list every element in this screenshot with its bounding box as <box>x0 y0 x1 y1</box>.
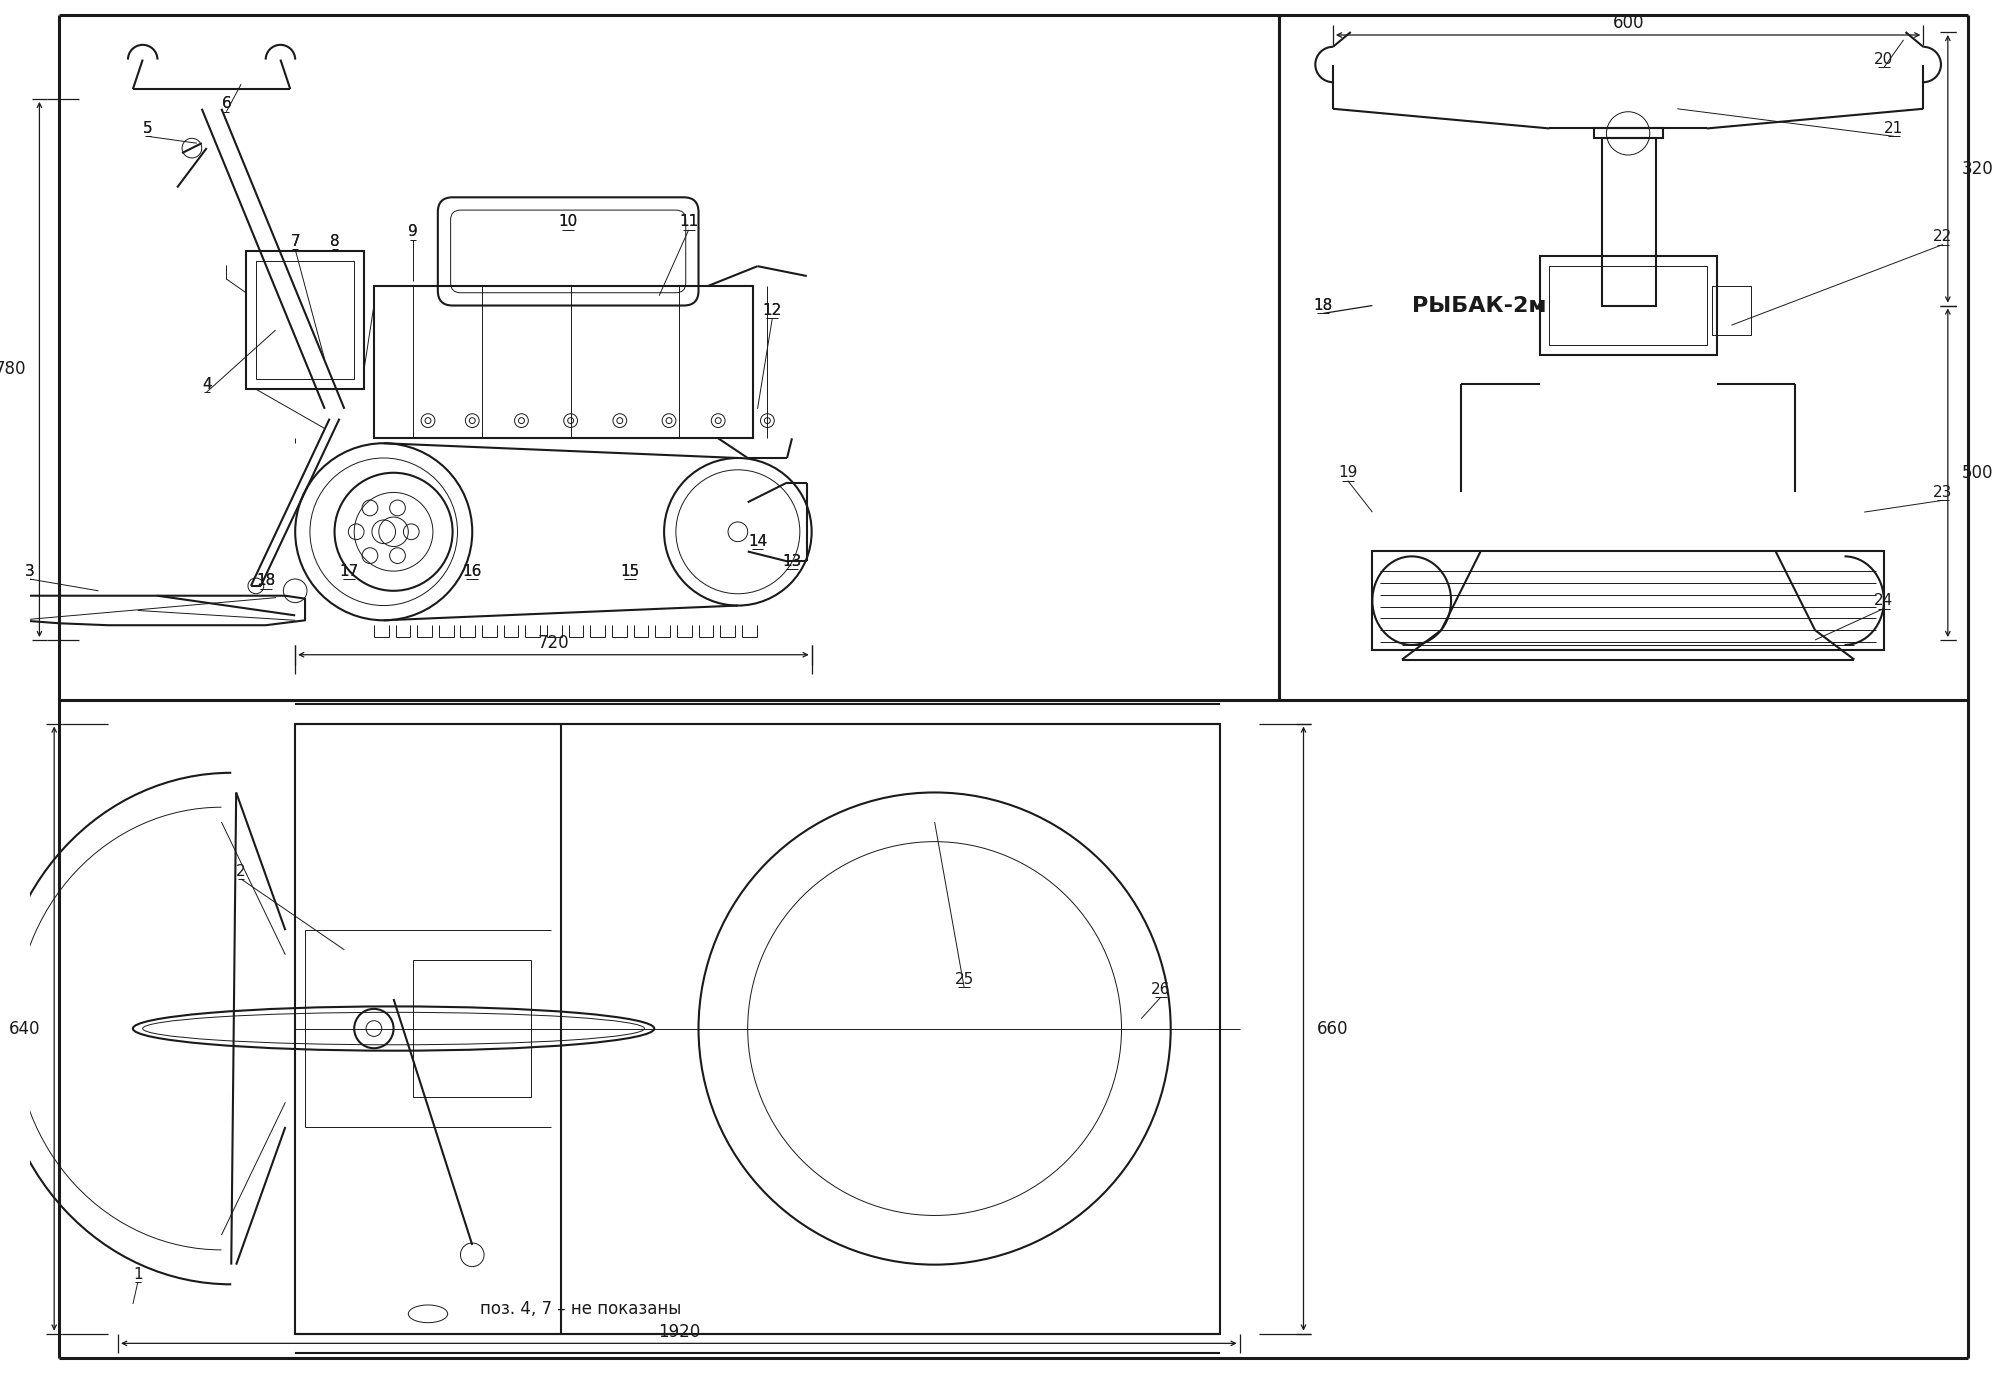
Text: 10: 10 <box>559 214 577 229</box>
Text: 11: 11 <box>678 214 698 229</box>
Text: 720: 720 <box>537 634 569 652</box>
Text: 640: 640 <box>8 1020 40 1038</box>
Text: 2: 2 <box>235 863 245 879</box>
Bar <box>1602 139 1656 305</box>
Bar <box>295 723 1219 1333</box>
Text: 320: 320 <box>1961 159 1993 178</box>
Bar <box>1373 551 1883 649</box>
Text: 18: 18 <box>1313 298 1333 313</box>
Text: 5: 5 <box>144 120 152 136</box>
Bar <box>255 262 355 379</box>
Text: 16: 16 <box>463 564 483 579</box>
Text: 11: 11 <box>678 214 698 229</box>
Text: 25: 25 <box>954 972 974 986</box>
Text: 15: 15 <box>620 564 638 579</box>
Text: 14: 14 <box>748 534 768 550</box>
Text: 8: 8 <box>329 234 339 249</box>
Text: 20: 20 <box>1873 52 1893 67</box>
Text: 780: 780 <box>0 361 26 379</box>
Text: 12: 12 <box>762 304 782 318</box>
Bar <box>1550 266 1708 346</box>
Text: 3: 3 <box>24 564 34 579</box>
Text: 18: 18 <box>255 574 275 589</box>
Text: 12: 12 <box>762 304 782 318</box>
Text: 16: 16 <box>463 564 483 579</box>
Text: 15: 15 <box>620 564 638 579</box>
Text: 660: 660 <box>1317 1020 1349 1038</box>
Text: 9: 9 <box>409 224 419 239</box>
Text: 3: 3 <box>24 564 34 579</box>
Text: 23: 23 <box>1933 485 1953 499</box>
Text: 13: 13 <box>782 554 802 569</box>
Text: 24: 24 <box>1873 593 1893 609</box>
Text: 8: 8 <box>329 234 339 249</box>
Text: 18: 18 <box>1313 298 1333 313</box>
Bar <box>1540 256 1716 355</box>
Text: 17: 17 <box>339 564 359 579</box>
Text: поз. 4, 7 – не показаны: поз. 4, 7 – не показаны <box>479 1300 680 1318</box>
Text: 14: 14 <box>748 534 768 550</box>
Text: 17: 17 <box>339 564 359 579</box>
Text: 26: 26 <box>1151 982 1171 996</box>
Text: 7: 7 <box>291 234 299 249</box>
Text: 5: 5 <box>144 120 152 136</box>
Text: 600: 600 <box>1612 14 1644 32</box>
Text: 500: 500 <box>1961 463 1993 481</box>
Text: 18: 18 <box>255 574 275 589</box>
Text: 19: 19 <box>1339 466 1357 480</box>
Text: РЫБАК-2м: РЫБАК-2м <box>1412 295 1546 316</box>
Text: 1920: 1920 <box>658 1322 700 1340</box>
Bar <box>1712 285 1752 334</box>
Text: 4: 4 <box>201 376 211 392</box>
Bar <box>373 285 752 438</box>
Text: 7: 7 <box>291 234 299 249</box>
Text: 1: 1 <box>134 1267 142 1281</box>
Text: 22: 22 <box>1933 229 1953 245</box>
Text: 6: 6 <box>221 97 231 112</box>
Bar <box>245 252 363 389</box>
Text: 9: 9 <box>409 224 419 239</box>
Text: 21: 21 <box>1883 120 1903 136</box>
Bar <box>1594 129 1662 139</box>
Text: 10: 10 <box>559 214 577 229</box>
Bar <box>413 960 531 1097</box>
Text: 4: 4 <box>201 376 211 392</box>
Text: 13: 13 <box>782 554 802 569</box>
Text: 6: 6 <box>221 97 231 112</box>
